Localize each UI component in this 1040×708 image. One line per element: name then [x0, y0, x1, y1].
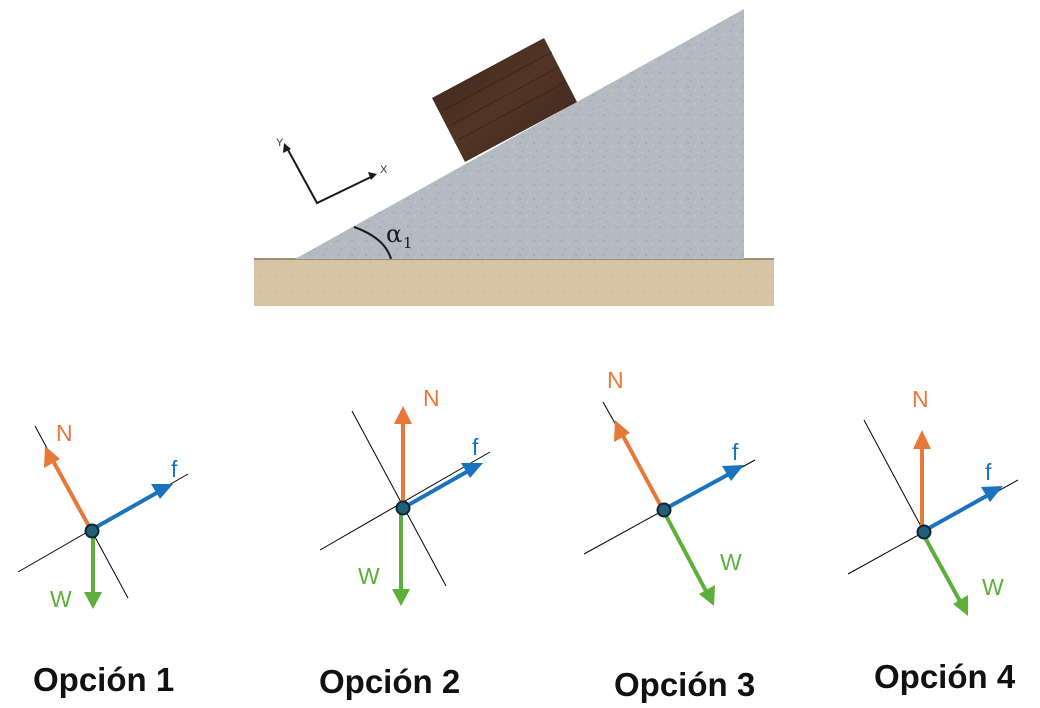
normal-label: N: [423, 385, 440, 411]
weight-label: W: [720, 549, 742, 575]
weight-arrow: [661, 509, 709, 594]
friction-arrowhead: [151, 484, 173, 499]
axes-icon: [286, 147, 374, 205]
x-axis-arrowhead: [368, 172, 377, 180]
normal-arrowhead: [394, 406, 412, 424]
wood-grain: [443, 51, 567, 141]
application-point: [84, 523, 100, 539]
normal-arrow: [50, 458, 93, 531]
option-2-label[interactable]: Opción 2: [319, 663, 460, 700]
friction-label: f: [732, 439, 739, 465]
friction-arrow: [662, 471, 732, 512]
option-4-diagram: N f W Opción 4: [847, 386, 1019, 695]
friction-arrow: [921, 492, 991, 534]
axis-y-label: Y: [276, 137, 284, 149]
normal-label: N: [912, 386, 929, 412]
weight-arrowhead: [392, 589, 410, 606]
axis-x-label: X: [380, 164, 388, 176]
option-1-diagram: N f W Opción 1: [17, 420, 189, 698]
weight-arrowhead: [699, 585, 715, 606]
option-3-label[interactable]: Opción 3: [614, 666, 755, 703]
incline-scene: Y X α 1: [254, 9, 774, 306]
option-2-diagram: N f W Opción 2: [319, 385, 491, 700]
normal-arrowhead: [913, 430, 931, 449]
angle-symbol: α: [386, 220, 402, 248]
normal-arrowhead: [44, 446, 60, 468]
inclined-plane: [295, 9, 744, 259]
friction-arrowhead: [981, 486, 1003, 502]
weight-arrow: [920, 531, 963, 604]
application-point: [916, 524, 932, 540]
normal-label: N: [56, 420, 73, 446]
normal-arrow: [620, 433, 665, 511]
angle-arc: [353, 226, 392, 260]
normal-label: N: [607, 367, 624, 393]
option-1-label[interactable]: Opción 1: [33, 661, 174, 698]
wooden-block: [432, 38, 577, 162]
friction-arrow: [90, 489, 161, 532]
weight-label: W: [50, 586, 72, 612]
option-3-diagram: N f W Opción 3: [583, 367, 756, 703]
application-point: [656, 502, 672, 518]
weight-label: W: [358, 563, 380, 589]
friction-arrowhead: [722, 465, 744, 481]
friction-arrow: [402, 468, 471, 510]
option-4-label[interactable]: Opción 4: [874, 658, 1016, 695]
weight-arrowhead: [84, 592, 102, 609]
angle-subscript: 1: [403, 234, 413, 252]
weight-arrowhead: [953, 595, 968, 616]
friction-arrowhead: [461, 463, 483, 478]
friction-label: f: [171, 456, 178, 482]
y-axis-arrowhead: [283, 143, 291, 153]
application-point: [395, 500, 411, 516]
friction-label: f: [472, 434, 479, 460]
friction-label: f: [985, 459, 992, 485]
normal-arrowhead: [614, 420, 630, 442]
ground: [254, 258, 774, 306]
weight-label: W: [982, 574, 1004, 600]
